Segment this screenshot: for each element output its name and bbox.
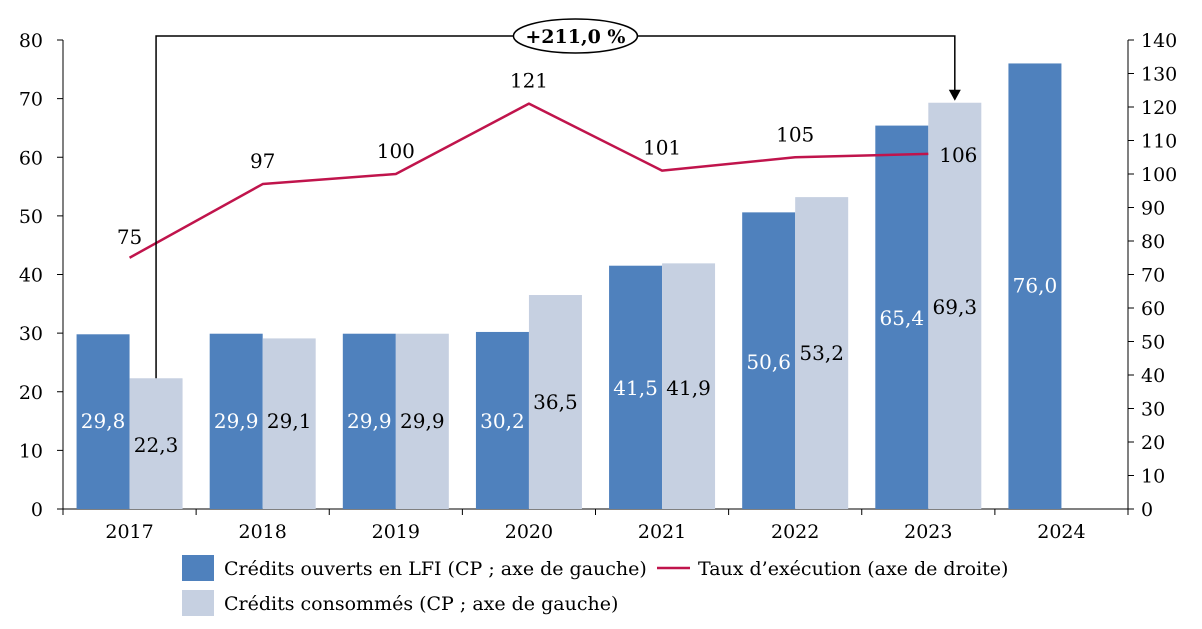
x-tick-label: 2022 — [771, 521, 819, 543]
data-label-taux-execution: 121 — [510, 69, 548, 93]
x-tick-label: 2019 — [372, 521, 420, 543]
data-label-credits-ouverts: 30,2 — [480, 409, 525, 433]
data-label-credits-ouverts: 65,4 — [880, 306, 925, 330]
x-tick-label: 2020 — [505, 521, 553, 543]
y-right-tick-label: 20 — [1141, 432, 1165, 454]
data-label-credits-ouverts: 29,9 — [347, 409, 392, 433]
y-right-tick-label: 0 — [1141, 499, 1153, 521]
y-left-tick-label: 0 — [31, 499, 43, 521]
data-label-credits-ouverts: 29,8 — [81, 409, 126, 433]
bar-credits-consommes — [928, 102, 982, 509]
bar-credits-consommes — [662, 263, 716, 509]
growth-arrow-head — [948, 89, 961, 101]
data-label-credits-consommes: 53,2 — [799, 341, 844, 365]
y-right-tick-label: 120 — [1141, 97, 1177, 119]
bar-credits-consommes — [528, 295, 582, 509]
legend-label-credits-consommes: Crédits consommés (CP ; axe de gauche) — [224, 593, 618, 615]
data-label-credits-consommes: 69,3 — [933, 295, 978, 319]
x-tick-label: 2021 — [638, 521, 686, 543]
bar-credits-consommes — [129, 378, 183, 509]
bar-credits-ouverts — [1008, 63, 1062, 509]
bar-credits-ouverts — [209, 333, 263, 509]
data-label-credits-consommes: 22,3 — [134, 433, 179, 457]
growth-annotation-label: +211,0 % — [525, 26, 625, 48]
bar-credits-ouverts — [609, 265, 663, 509]
x-tick-label: 2024 — [1037, 521, 1085, 543]
y-right-tick-label: 40 — [1141, 365, 1165, 387]
y-left-tick-label: 30 — [19, 323, 43, 345]
data-label-credits-consommes: 29,1 — [267, 409, 312, 433]
y-right-tick-label: 60 — [1141, 298, 1165, 320]
y-right-tick-label: 140 — [1141, 30, 1177, 52]
y-right-tick-label: 30 — [1141, 399, 1165, 421]
y-right-tick-label: 70 — [1141, 265, 1165, 287]
y-left-tick-label: 10 — [19, 440, 43, 462]
data-label-credits-consommes: 36,5 — [533, 390, 578, 414]
legend-label-credits-ouverts: Crédits ouverts en LFI (CP ; axe de gauc… — [224, 558, 647, 580]
y-left-tick-label: 50 — [19, 206, 43, 228]
data-label-taux-execution: 101 — [643, 136, 681, 160]
bar-credits-consommes — [395, 333, 449, 509]
bar-credits-ouverts — [875, 125, 929, 509]
legend-label-taux-execution: Taux d’exécution (axe de droite) — [698, 558, 1008, 580]
y-left-tick-label: 60 — [19, 147, 43, 169]
bar-credits-ouverts — [742, 212, 796, 510]
data-label-credits-consommes: 29,9 — [400, 409, 445, 433]
y-right-tick-label: 80 — [1141, 231, 1165, 253]
bar-credits-consommes — [795, 197, 849, 510]
data-label-taux-execution: 75 — [117, 225, 142, 249]
data-label-credits-ouverts: 76,0 — [1013, 273, 1058, 297]
y-left-tick-label: 20 — [19, 382, 43, 404]
data-label-credits-ouverts: 29,9 — [214, 409, 259, 433]
legend-swatch-credits-ouverts — [182, 555, 214, 581]
y-right-tick-label: 90 — [1141, 198, 1165, 220]
y-left-tick-label: 40 — [19, 265, 43, 287]
data-label-taux-execution: 105 — [776, 122, 814, 146]
x-tick-label: 2023 — [904, 521, 952, 543]
y-right-tick-label: 100 — [1141, 164, 1177, 186]
y-right-tick-label: 10 — [1141, 466, 1165, 488]
y-right-tick-label: 50 — [1141, 332, 1165, 354]
data-label-credits-consommes: 41,9 — [666, 376, 711, 400]
legend-swatch-credits-consommes — [182, 590, 214, 616]
data-label-credits-ouverts: 41,5 — [613, 376, 658, 400]
data-label-taux-execution: 100 — [377, 139, 415, 163]
y-left-tick-label: 80 — [19, 30, 43, 52]
x-tick-label: 2018 — [239, 521, 287, 543]
y-right-tick-label: 110 — [1141, 131, 1177, 153]
line-taux-execution — [128, 102, 929, 259]
bar-credits-ouverts — [475, 331, 529, 509]
growth-annotation-badge — [512, 18, 639, 54]
y-right-tick-label: 130 — [1141, 64, 1177, 86]
bar-credits-ouverts — [342, 333, 396, 509]
data-label-taux-execution: 106 — [939, 143, 977, 167]
data-label-credits-ouverts: 50,6 — [746, 350, 791, 374]
x-tick-label: 2017 — [105, 521, 153, 543]
y-left-tick-label: 70 — [19, 89, 43, 111]
bar-credits-consommes — [262, 338, 316, 509]
data-label-taux-execution: 97 — [250, 149, 275, 173]
bar-credits-ouverts — [76, 334, 130, 509]
